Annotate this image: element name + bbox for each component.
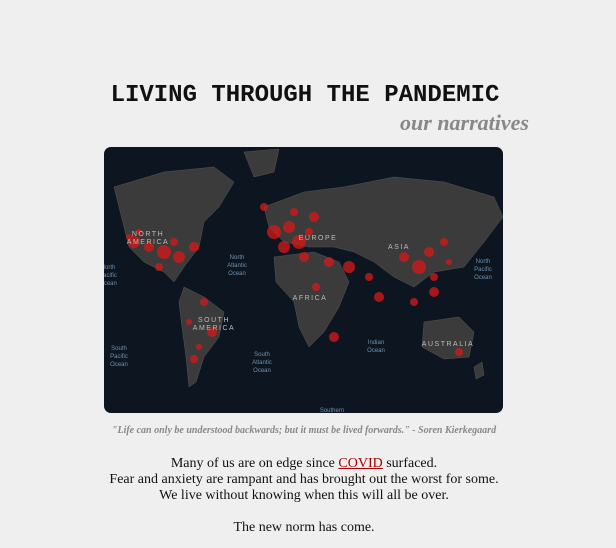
map-label: SOUTH <box>198 317 230 324</box>
map-label: Ocean <box>367 348 385 354</box>
covid-map: NORTHAMERICAEUROPEASIAAFRICASOUTHAMERICA… <box>104 147 503 413</box>
map-label: AMERICA <box>193 325 235 332</box>
map-label: Atlantic <box>227 263 247 269</box>
map-label: AFRICA <box>293 295 328 302</box>
text: Many of us are on edge since <box>170 456 339 471</box>
covid-link[interactable]: COVID <box>338 456 383 471</box>
page-subtitle: our narratives <box>400 110 529 135</box>
text-line: We live without knowing when this will a… <box>159 488 449 503</box>
map-label: NORTH <box>132 231 164 238</box>
map-label: Pacific <box>110 354 128 360</box>
map-label: Atlantic <box>252 360 272 366</box>
map-label: AUSTRALIA <box>422 341 474 348</box>
map-label: Ocean <box>474 275 492 281</box>
map-label: North <box>476 259 491 265</box>
intro-text: Many of us are on edge since COVID surfa… <box>0 456 608 536</box>
text-line: The new norm has come. <box>233 520 375 535</box>
text-line: Fear and anxiety are rampant and has bro… <box>109 472 499 487</box>
map-label: Pacific <box>104 273 117 279</box>
case-markers <box>126 203 463 363</box>
quote: "Life can only be understood backwards; … <box>111 425 497 436</box>
map-label: North <box>230 255 245 261</box>
map-label: EUROPE <box>299 235 338 242</box>
text: surfaced. <box>382 456 438 471</box>
map-label: Pacific <box>474 267 492 273</box>
map-label: Southern <box>320 408 344 413</box>
page-title: LIVING THROUGH THE PANDEMIC <box>110 82 500 109</box>
map-label: Indian <box>368 340 384 346</box>
continents <box>113 148 503 388</box>
map-label: Ocean <box>253 368 271 374</box>
map-label: Ocean <box>228 271 246 277</box>
map-label: South <box>254 352 270 358</box>
text-line: Many of us are on edge since COVID surfa… <box>0 456 608 472</box>
map-labels: NORTHAMERICAEUROPEASIAAFRICASOUTHAMERICA… <box>104 231 492 413</box>
map-label: Ocean <box>104 281 117 287</box>
map-label: ASIA <box>388 244 410 251</box>
map-label: Ocean <box>110 362 128 368</box>
map-label: AMERICA <box>127 239 169 246</box>
map-label: South <box>111 346 127 352</box>
map-label: North <box>104 265 115 271</box>
